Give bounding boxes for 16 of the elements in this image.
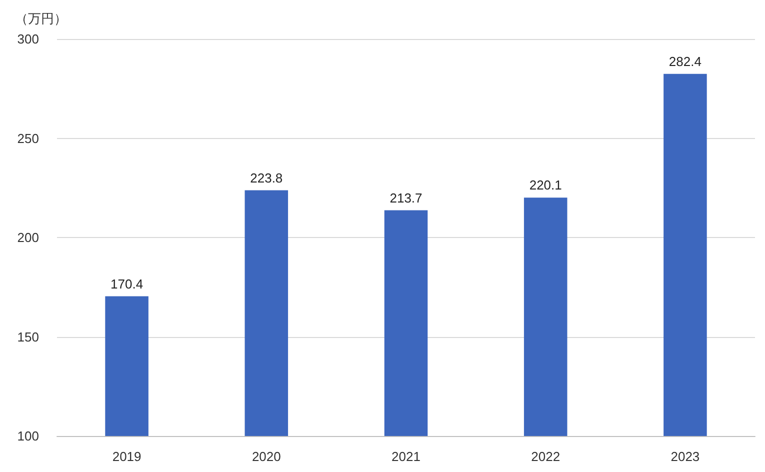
y-tick-label: 300 xyxy=(17,32,39,46)
x-tick-label: 2023 xyxy=(670,449,700,464)
x-tick-label: 2021 xyxy=(392,449,420,464)
data-label: 170.4 xyxy=(110,276,144,292)
y-tick-label: 200 xyxy=(17,230,39,245)
x-tick-label: 2022 xyxy=(531,449,560,464)
data-label: 282.4 xyxy=(668,54,702,69)
data-label: 220.1 xyxy=(529,178,562,193)
y-tick-label: 100 xyxy=(17,428,39,444)
y-tick-label: 150 xyxy=(17,329,39,344)
data-label: 223.8 xyxy=(250,170,283,186)
x-tick-label: 2020 xyxy=(252,449,281,464)
x-tick-label: 2019 xyxy=(112,449,142,464)
data-label: 213.7 xyxy=(390,190,422,206)
y-axis-title: （万円） xyxy=(15,11,67,26)
y-tick-label: 250 xyxy=(17,130,39,146)
